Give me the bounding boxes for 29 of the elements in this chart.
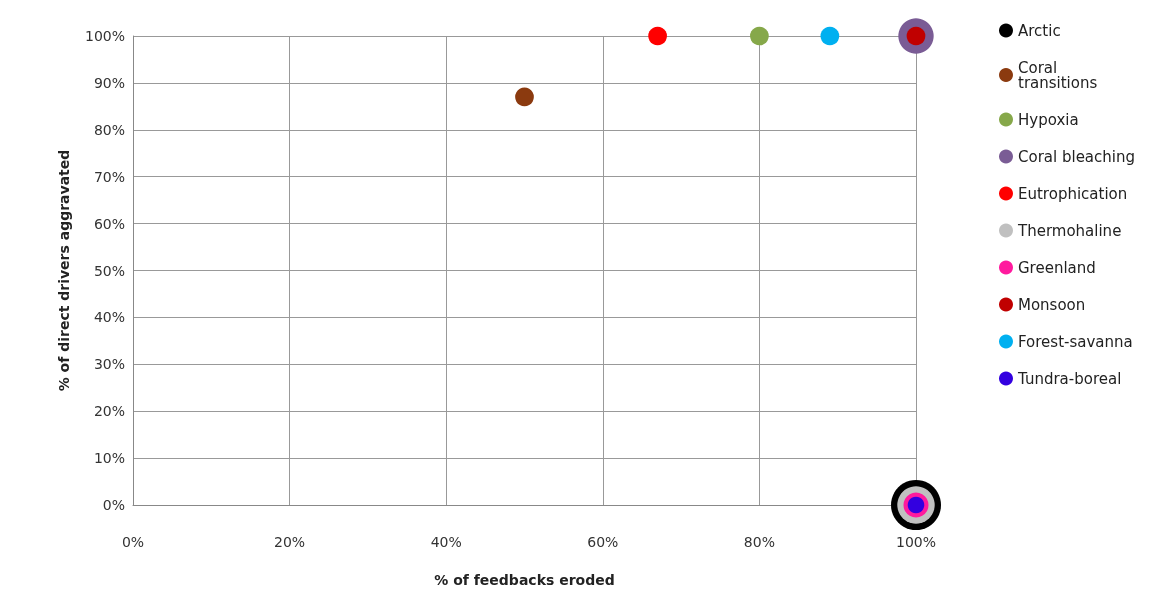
y-tick-label: 30% — [93, 356, 125, 373]
legend-label: Coral bleaching — [1018, 147, 1136, 166]
y-tick-label: 40% — [93, 309, 125, 326]
legend-label: Tundra-boreal — [1017, 369, 1122, 388]
x-tick-label: 60% — [587, 534, 619, 550]
y-tick-label: 0% — [102, 497, 125, 513]
legend-label: Thermohaline — [1017, 221, 1122, 240]
legend-label: Greenland — [1018, 258, 1096, 277]
legend-label: Eutrophication — [1018, 184, 1128, 203]
x-tick-label: 40% — [430, 534, 462, 550]
legend-label: Arctic — [1018, 21, 1061, 40]
legend-label: Forest-savanna — [1018, 332, 1133, 351]
y-tick-label: 20% — [93, 403, 125, 420]
y-tick-label: 10% — [93, 450, 125, 467]
x-tick-label: 100% — [895, 534, 937, 550]
y-tick-label: 100% — [84, 28, 125, 44]
x-tick-label: 20% — [274, 534, 306, 550]
y-tick-label: 80% — [93, 121, 125, 138]
y-axis-title: % of direct drivers aggravated — [56, 149, 72, 392]
y-tick-label: 90% — [93, 74, 125, 91]
legend-label: Monsoon — [1018, 295, 1086, 314]
x-tick-label: 80% — [743, 534, 775, 550]
y-tick-label: 60% — [93, 215, 125, 232]
y-tick-label: 70% — [93, 168, 125, 185]
legend-label: Coral transitions — [1018, 58, 1098, 92]
y-tick-label: 50% — [93, 262, 125, 279]
x-axis-title: % of feedbacks eroded — [434, 572, 615, 588]
legend-label: Hypoxia — [1018, 110, 1079, 129]
x-tick-label: 0% — [121, 534, 145, 550]
